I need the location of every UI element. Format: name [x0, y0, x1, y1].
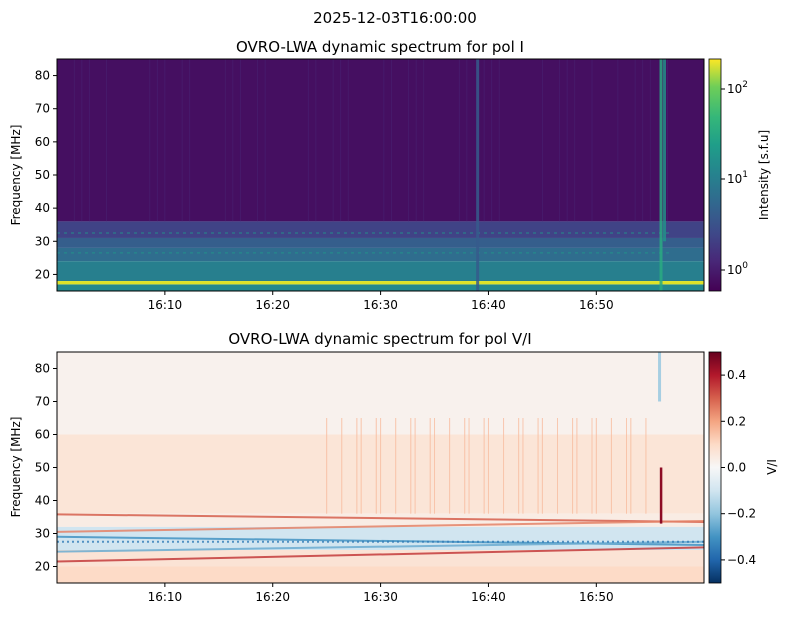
x-axis: 16:10 16:20 16:30 16:40 16:50: [148, 583, 614, 604]
y-tick-label: 30: [35, 527, 50, 541]
y-tick-label: 20: [35, 267, 50, 281]
x-tick-label: 16:20: [255, 298, 290, 312]
x-tick-label: 16:30: [363, 298, 398, 312]
burst: [659, 59, 663, 291]
x-tick-label: 16:30: [363, 590, 398, 604]
y-axis-label: Frequency [MHz]: [9, 125, 23, 226]
x-tick-label: 16:10: [148, 298, 183, 312]
y-axis-label: Frequency [MHz]: [9, 417, 23, 518]
colorbar-tick-label: 0.4: [727, 368, 746, 382]
y-tick-label: 60: [35, 428, 50, 442]
figure-suptitle: 2025-12-03T16:00:00: [313, 9, 477, 27]
intensity-band: [57, 59, 704, 222]
y-axis: 20 30 40 50 60 70 80: [35, 362, 57, 574]
y-tick-label: 70: [35, 395, 50, 409]
y-tick-label: 40: [35, 494, 50, 508]
vi-band: [57, 550, 704, 567]
y-tick-label: 50: [35, 168, 50, 182]
burst: [663, 59, 667, 242]
intensity-band: [57, 261, 704, 282]
colorbar-label: Intensity [s.f.u]: [757, 130, 771, 220]
heatmap-pol-i: [56, 59, 704, 291]
panel-title: OVRO-LWA dynamic spectrum for pol V/I: [228, 330, 531, 348]
colorbar-tick-label: 102: [727, 80, 748, 96]
heatmap-pol-vi: [56, 352, 705, 583]
vi-band: [57, 566, 704, 583]
colorbar-tick-label: 0.2: [727, 414, 746, 428]
y-tick-label: 20: [35, 560, 50, 574]
burst: [476, 59, 480, 291]
intensity-band: [57, 237, 704, 248]
drift-line: [56, 519, 705, 533]
intensity-band: [57, 221, 704, 238]
colorbar-ticks: 0.4 0.2 0.0 −0.2 −0.4: [721, 368, 756, 567]
intensity-band: [57, 247, 704, 262]
x-tick-label: 16:50: [579, 298, 614, 312]
y-tick-label: 80: [35, 362, 50, 376]
drift-line: [56, 513, 705, 523]
drift-line: [56, 546, 705, 563]
y-tick-label: 50: [35, 461, 50, 475]
colorbar-ticks: 102 101 100: [721, 80, 748, 277]
x-axis: 16:10 16:20 16:30 16:40 16:50: [148, 291, 614, 312]
colorbar-tick-label: 0.0: [727, 461, 746, 475]
panel-pol-i: OVRO-LWA dynamic spectrum for pol I 16:1…: [9, 38, 771, 312]
bright-band: [57, 281, 704, 285]
colorbar-pol-i: [708, 58, 722, 292]
colorbar-tick-label: 100: [727, 261, 748, 277]
y-tick-label: 30: [35, 234, 50, 248]
x-tick-label: 16:10: [148, 590, 183, 604]
colorbar-pol-vi: [708, 351, 722, 584]
panel-pol-vi: OVRO-LWA dynamic spectrum for pol V/I 16…: [9, 330, 779, 604]
colorbar-tick-label: 101: [727, 170, 748, 186]
y-tick-label: 40: [35, 201, 50, 215]
drift-line: [56, 540, 705, 553]
y-tick-label: 70: [35, 102, 50, 116]
x-tick-label: 16:40: [471, 590, 506, 604]
x-tick-label: 16:20: [255, 590, 290, 604]
x-tick-label: 16:40: [471, 298, 506, 312]
x-tick-label: 16:50: [579, 590, 614, 604]
burst: [658, 352, 662, 402]
burst: [659, 467, 663, 524]
panel-title: OVRO-LWA dynamic spectrum for pol I: [236, 38, 524, 56]
colorbar-tick-label: −0.4: [727, 553, 756, 567]
y-tick-label: 80: [35, 69, 50, 83]
y-tick-label: 60: [35, 135, 50, 149]
y-axis: 20 30 40 50 60 70 80: [35, 69, 57, 281]
colorbar-tick-label: −0.2: [727, 507, 756, 521]
colorbar-label: V/I: [765, 459, 779, 475]
intensity-band: [57, 284, 704, 291]
